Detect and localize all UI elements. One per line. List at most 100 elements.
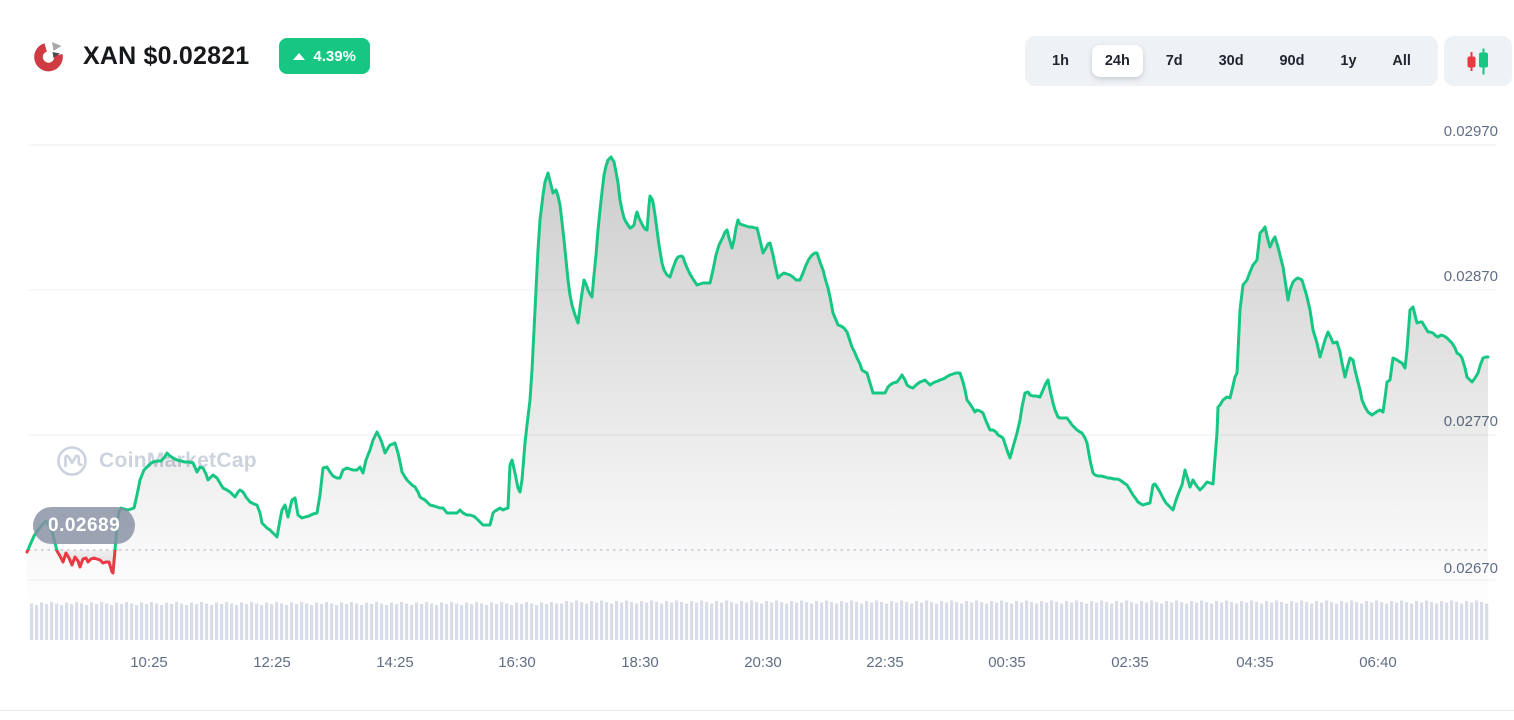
volume-bar [660,603,664,640]
volume-bar [35,605,39,640]
volume-bar [570,602,574,640]
price-change-value: 4.39% [313,47,356,65]
volume-bar [235,605,239,640]
volume-bar [1345,602,1349,640]
volume-bar [695,602,699,640]
volume-bar [1300,600,1304,640]
range-button-all[interactable]: All [1379,45,1424,78]
volume-bar [1425,600,1429,640]
volume-bar [995,602,999,640]
volume-bar [1455,602,1459,640]
volume-bar [775,600,779,640]
volume-bar [475,602,479,640]
volume-bar [125,602,129,640]
volume-bar [1160,603,1164,640]
volume-bar [675,600,679,640]
volume-bar [1390,601,1394,640]
x-axis-label: 22:35 [866,654,904,671]
volume-bar [965,601,969,640]
range-button-1h[interactable]: 1h [1039,45,1082,78]
volume-bar [595,602,599,640]
range-button-30d[interactable]: 30d [1206,45,1257,78]
volume-bar [1240,601,1244,640]
volume-bar [60,605,64,640]
volume-bar [875,600,879,640]
volume-bar [1415,601,1419,640]
volume-bar [150,602,154,640]
volume-bar [250,602,254,640]
volume-bar [1485,603,1489,640]
volume-bar [1015,601,1019,640]
volume-bar [170,604,174,640]
volume-bar [510,605,514,640]
volume-bar [1060,603,1064,640]
range-button-7d[interactable]: 7d [1153,45,1196,78]
volume-bar [1410,603,1414,640]
page-title: XAN $0.02821 [83,41,250,70]
volume-bar [1065,601,1069,640]
volume-bar [395,604,399,640]
volume-bar [1270,602,1274,640]
coinmarketcap-logo-icon [57,446,87,476]
volume-bar [975,600,979,640]
y-axis-label: 0.02970 [1444,123,1498,140]
volume-bar [460,605,464,640]
volume-bar [1250,600,1254,640]
volume-bar [240,602,244,640]
volume-bar [1125,600,1129,640]
volume-bar [665,601,669,640]
volume-bar [1275,600,1279,640]
volume-bar [765,601,769,640]
volume-bar [755,602,759,640]
volume-bar [1170,602,1174,640]
area-fill [27,157,1488,600]
volume-bar [900,600,904,640]
volume-bar [1040,601,1044,640]
volume-bar [275,602,279,640]
volume-bar [70,604,74,640]
volume-bar [585,603,589,640]
volume-bar [780,602,784,640]
volume-bar [50,602,54,640]
volume-bar [75,602,79,640]
volume-bar [440,602,444,640]
volume-bar [745,602,749,640]
volume-bar [750,600,754,640]
range-button-1y[interactable]: 1y [1327,45,1369,78]
volume-bar [1295,602,1299,640]
volume-bar [1380,602,1384,640]
volume-bar [520,604,524,640]
volume-bar [105,603,109,640]
volume-bar [355,603,359,640]
volume-bar [400,602,404,640]
volume-bar [1075,600,1079,640]
x-axis-label: 20:30 [744,654,782,671]
range-button-90d[interactable]: 90d [1266,45,1317,78]
volume-bar [895,602,899,640]
range-button-24h[interactable]: 24h [1091,44,1143,78]
candlestick-view-button[interactable] [1444,36,1512,86]
volume-bar [1105,602,1109,640]
volume-bar [635,603,639,640]
volume-bar [145,604,149,640]
volume-bar [1205,602,1209,640]
volume-bar [360,605,364,640]
volume-bar [925,600,929,640]
volume-bar [545,604,549,640]
volume-bar [1190,601,1194,640]
volume-bar [1150,600,1154,640]
volume-bar [500,602,504,640]
volume-bar [935,603,939,640]
volume-bar [795,602,799,640]
volume-bar [340,602,344,640]
volume-bar [945,602,949,640]
volume-bar [605,602,609,640]
volume-bar [280,603,284,640]
price-line-up [26,155,1490,550]
volume-bar [980,602,984,640]
volume-bar [195,604,199,640]
bottom-divider [0,710,1514,711]
volume-bar [715,601,719,640]
volume-bar [1350,600,1354,640]
